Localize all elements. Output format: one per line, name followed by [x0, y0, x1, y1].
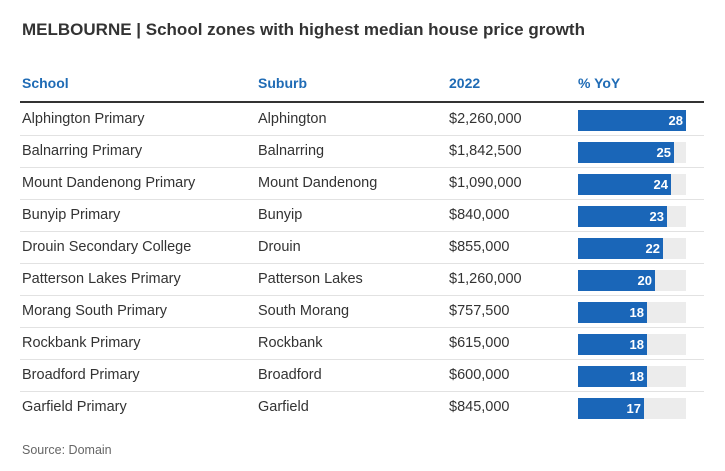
yoy-bar-track: 24 — [578, 174, 686, 195]
suburb-name: Bunyip — [258, 207, 303, 223]
yoy-bar: 20 — [578, 270, 655, 291]
median-price: $1,260,000 — [449, 271, 522, 287]
yoy-bar: 18 — [578, 334, 647, 355]
median-price: $615,000 — [449, 335, 510, 351]
chart-title: MELBOURNE | School zones with highest me… — [22, 20, 585, 39]
table-row: Balnarring Primary Balnarring $1,842,500 25 — [20, 136, 704, 168]
yoy-bar-track: 20 — [578, 270, 686, 291]
suburb-name: Broadford — [258, 367, 322, 383]
yoy-value-label: 23 — [649, 209, 664, 224]
header-yoy: % YoY — [578, 75, 621, 91]
school-name: Patterson Lakes Primary — [22, 271, 181, 287]
school-name: Broadford Primary — [22, 367, 140, 383]
median-price: $845,000 — [449, 399, 510, 415]
yoy-bar: 18 — [578, 302, 647, 323]
median-price: $2,260,000 — [449, 111, 522, 127]
yoy-bar: 28 — [578, 110, 686, 131]
table-row: Drouin Secondary College Drouin $855,000 22 — [20, 232, 704, 264]
school-name: Mount Dandenong Primary — [22, 175, 196, 191]
header-divider — [20, 101, 704, 103]
yoy-bar-track: 18 — [578, 302, 686, 323]
yoy-bar: 22 — [578, 238, 663, 259]
yoy-bar: 24 — [578, 174, 671, 195]
suburb-name: Garfield — [258, 399, 309, 415]
suburb-name: South Morang — [258, 303, 350, 319]
yoy-value-label: 18 — [629, 369, 644, 384]
median-price: $840,000 — [449, 207, 510, 223]
suburb-name: Alphington — [258, 111, 327, 127]
yoy-bar: 17 — [578, 398, 644, 419]
header-suburb: Suburb — [258, 75, 307, 91]
yoy-bar-track: 23 — [578, 206, 686, 227]
suburb-name: Balnarring — [258, 143, 325, 159]
median-price: $855,000 — [449, 239, 510, 255]
school-name: Bunyip Primary — [22, 207, 121, 223]
yoy-bar: 18 — [578, 366, 647, 387]
source-note: Source: Domain — [22, 443, 112, 457]
median-price: $600,000 — [449, 367, 510, 383]
table-row: Alphington Primary Alphington $2,260,000 28 — [20, 104, 704, 136]
median-price: $1,842,500 — [449, 143, 522, 159]
yoy-bar-track: 18 — [578, 366, 686, 387]
suburb-name: Patterson Lakes — [258, 271, 363, 287]
yoy-value-label: 18 — [629, 337, 644, 352]
school-name: Morang South Primary — [22, 303, 168, 319]
suburb-name: Drouin — [258, 239, 301, 255]
yoy-value-label: 25 — [656, 145, 671, 160]
suburb-name: Mount Dandenong — [258, 175, 378, 191]
school-name: Rockbank Primary — [22, 335, 141, 351]
yoy-bar: 25 — [578, 142, 674, 163]
suburb-name: Rockbank — [258, 335, 323, 351]
yoy-value-label: 22 — [645, 241, 660, 256]
yoy-bar-track: 18 — [578, 334, 686, 355]
yoy-value-label: 28 — [668, 113, 683, 128]
table-row: Bunyip Primary Bunyip $840,000 23 — [20, 200, 704, 232]
table-row: Morang South Primary South Morang $757,500… — [20, 296, 704, 328]
table-row: Rockbank Primary Rockbank $615,000 18 — [20, 328, 704, 360]
table-row: Mount Dandenong Primary Mount Dandenong $1… — [20, 168, 704, 200]
table-row: Broadford Primary Broadford $600,000 18 — [20, 360, 704, 392]
yoy-value-label: 24 — [653, 177, 668, 192]
table-row: Garfield Primary Garfield $845,000 17 — [20, 392, 704, 424]
school-name: Alphington Primary — [22, 111, 145, 127]
yoy-bar-track: 22 — [578, 238, 686, 259]
yoy-bar-track: 17 — [578, 398, 686, 419]
header-school: School — [22, 75, 69, 91]
table-row: Patterson Lakes Primary Patterson Lakes $1… — [20, 264, 704, 296]
median-price: $1,090,000 — [449, 175, 522, 191]
school-name: Drouin Secondary College — [22, 239, 192, 255]
median-price: $757,500 — [449, 303, 510, 319]
yoy-value-label: 20 — [637, 273, 652, 288]
yoy-bar-track: 25 — [578, 142, 686, 163]
school-name: Garfield Primary — [22, 399, 127, 415]
school-name: Balnarring Primary — [22, 143, 143, 159]
yoy-bar: 23 — [578, 206, 667, 227]
yoy-value-label: 18 — [629, 305, 644, 320]
header-2022: 2022 — [449, 75, 481, 91]
yoy-bar-track: 28 — [578, 110, 686, 131]
yoy-value-label: 17 — [626, 401, 641, 416]
